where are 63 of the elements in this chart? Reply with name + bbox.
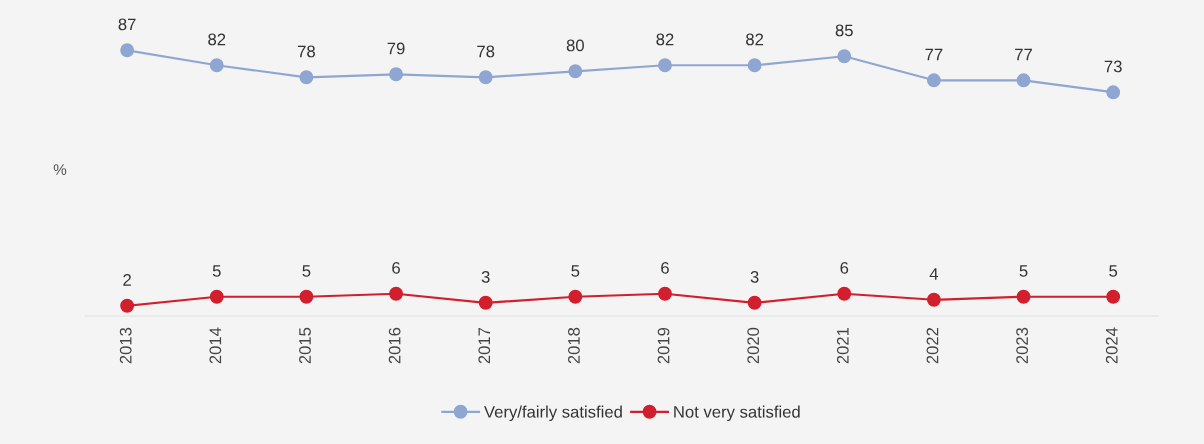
- data-label: 5: [1109, 265, 1118, 277]
- x-tick-label: 2024: [1105, 327, 1118, 364]
- x-tick-label: 2017: [478, 327, 491, 364]
- data-label: 78: [298, 45, 315, 58]
- data-label: 3: [750, 271, 759, 283]
- x-tick-label: 2014: [209, 327, 222, 364]
- data-label: 77: [1015, 48, 1032, 61]
- x-tick-label: 2018: [568, 327, 580, 364]
- data-label: 87: [118, 18, 136, 31]
- x-tick-label: 2016: [388, 327, 401, 364]
- data-label: 5: [212, 265, 221, 277]
- data-label: 79: [387, 42, 405, 55]
- point: [747, 58, 762, 73]
- data-label: 82: [208, 33, 226, 46]
- legend-label: Not very satisfied: [674, 405, 800, 422]
- data-label: 5: [1019, 265, 1028, 277]
- data-label: 6: [392, 261, 400, 274]
- x-tick-label: 2019: [657, 327, 670, 364]
- data-label: 5: [302, 265, 311, 277]
- point: [837, 286, 852, 301]
- point: [568, 64, 583, 79]
- point: [658, 58, 672, 73]
- data-label: 2: [123, 274, 131, 286]
- point: [299, 289, 314, 304]
- point: [478, 70, 493, 85]
- point: [299, 70, 314, 85]
- data-label: 6: [840, 261, 849, 274]
- point: [1016, 289, 1031, 304]
- point: [747, 295, 762, 310]
- point: [209, 58, 224, 73]
- x-tick-label: 2021: [836, 327, 849, 364]
- x-tick-label: 2020: [747, 327, 760, 364]
- x-tick-label: 2015: [299, 327, 311, 364]
- point: [926, 73, 941, 88]
- data-label: 82: [656, 33, 674, 46]
- point: [120, 43, 135, 58]
- point: [926, 292, 941, 307]
- point: [389, 286, 403, 301]
- point: [1106, 85, 1121, 100]
- data-label: 3: [481, 271, 490, 283]
- x-tick-label: 2023: [1016, 327, 1029, 364]
- data-label: 4: [929, 268, 939, 280]
- data-label: 6: [661, 261, 669, 274]
- data-label: 82: [746, 33, 764, 46]
- legend-label: Very/fairly satisfied: [484, 405, 622, 422]
- point: [389, 67, 403, 82]
- data-label: 73: [1104, 60, 1122, 73]
- point: [658, 286, 672, 301]
- point: [568, 289, 583, 304]
- point: [1016, 73, 1031, 88]
- x-tick-label: 2022: [926, 327, 939, 364]
- point: [478, 295, 493, 310]
- point: [1106, 289, 1121, 304]
- x-tick-label: 2013: [119, 327, 132, 364]
- data-label: 77: [925, 48, 943, 61]
- point: [209, 289, 224, 304]
- data-label: 78: [477, 45, 495, 58]
- point: [120, 298, 135, 313]
- y-axis-title: %: [53, 164, 67, 175]
- data-label: 80: [566, 39, 584, 52]
- data-label: 5: [571, 265, 580, 277]
- data-label: 85: [835, 24, 853, 37]
- point: [837, 49, 852, 64]
